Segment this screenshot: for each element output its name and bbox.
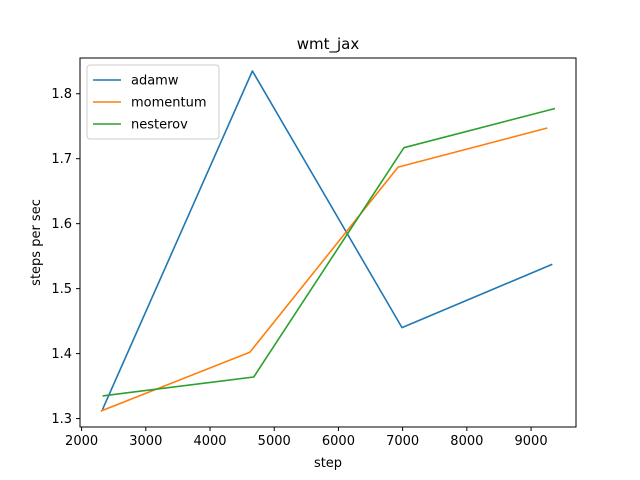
series-line-nesterov (102, 107, 556, 397)
legend: adamw momentum nesterov (86, 64, 220, 140)
x-tick-label: 4000 (193, 434, 226, 449)
x-tick-label: 5000 (258, 434, 291, 449)
y-axis-ticks: 1.3 1.4 1.5 1.6 1.7 1.8 (51, 87, 80, 427)
chart-title: wmt_jax (297, 35, 360, 54)
legend-label-momentum: momentum (131, 96, 207, 111)
x-axis-ticks: 2000 3000 4000 5000 6000 7000 8000 9000 (65, 427, 548, 449)
legend-label-adamw: adamw (131, 74, 179, 89)
y-tick-label: 1.5 (51, 282, 72, 297)
x-tick-label: 9000 (515, 434, 548, 449)
x-tick-label: 8000 (450, 434, 483, 449)
y-tick-label: 1.7 (51, 152, 72, 167)
x-tick-label: 2000 (65, 434, 98, 449)
legend-box (86, 64, 220, 140)
y-tick-label: 1.8 (51, 87, 72, 102)
x-tick-label: 6000 (322, 434, 355, 449)
y-axis-label: steps per sec (29, 199, 44, 286)
plot-area (100, 70, 556, 412)
axes-frame (79, 57, 577, 428)
y-tick-label: 1.6 (51, 217, 72, 232)
x-axis-label: step (314, 456, 342, 471)
x-tick-label: 7000 (386, 434, 419, 449)
x-tick-label: 3000 (129, 434, 162, 449)
y-tick-label: 1.3 (51, 412, 72, 427)
series-line-adamw (101, 70, 553, 410)
y-tick-label: 1.4 (51, 347, 72, 362)
series-line-momentum (100, 127, 548, 412)
legend-label-nesterov: nesterov (131, 118, 188, 133)
